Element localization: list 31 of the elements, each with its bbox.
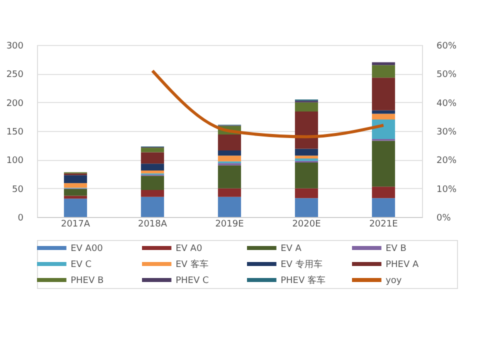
y2-tick-label: 0%: [436, 214, 452, 224]
y2-tick-label: 40%: [436, 98, 457, 109]
legend-label: EV 专用车: [280, 259, 322, 270]
y2-tick-label: 50%: [436, 70, 457, 80]
x-tick-label: 2020E: [292, 220, 322, 230]
y2-tick-label: 10%: [436, 184, 457, 195]
x-tick-label: 2019E: [215, 220, 244, 230]
y2-tick-label: 20%: [436, 156, 457, 166]
y-tick-label: 50: [12, 184, 24, 195]
y-tick-label: 0: [18, 214, 24, 224]
legend-label: PHEV C: [176, 276, 209, 286]
x-tick-label: 2021E: [369, 220, 398, 230]
y2-tick-label: 30%: [436, 128, 457, 138]
y-tick-label: 100: [6, 156, 24, 166]
y-tick-label: 300: [6, 42, 24, 52]
x-tick-label: 2018A: [138, 220, 168, 230]
legend-label: PHEV 客车: [280, 275, 326, 286]
legend-label: PHEV B: [70, 276, 104, 286]
x-tick-label: 2017A: [60, 220, 91, 230]
legend-label: EV C: [70, 260, 92, 270]
legend-label: EV A00: [70, 244, 104, 254]
y2-tick-label: 60%: [436, 42, 457, 52]
legend-label: EV A: [280, 244, 302, 254]
legend-label: EV A0: [176, 244, 202, 254]
y-tick-label: 250: [6, 70, 24, 80]
legend-label: EV 客车: [176, 259, 208, 270]
legend-label: yoy: [386, 276, 402, 286]
y-tick-label: 150: [6, 128, 24, 138]
y-tick-label: 200: [6, 98, 24, 109]
legend-label: EV B: [386, 244, 406, 254]
legend-label: PHEV A: [386, 260, 420, 270]
